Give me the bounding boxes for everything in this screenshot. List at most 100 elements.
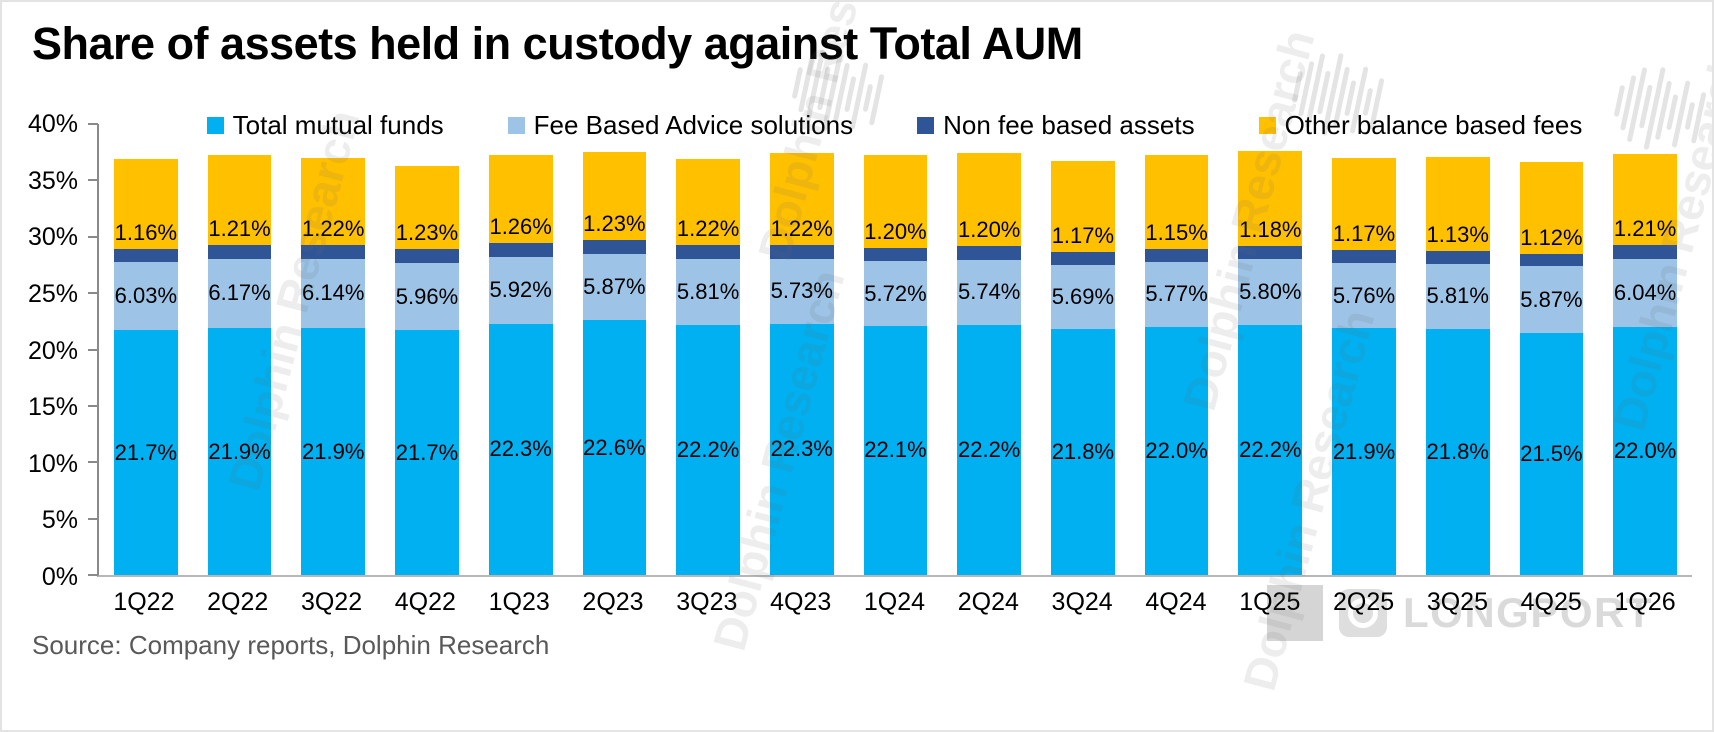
bar-value-label: 1.20% (864, 218, 927, 244)
bar-segment-total-mutual-funds (301, 328, 366, 575)
legend-item-total-mutual-funds: Total mutual funds (206, 110, 444, 141)
legend-item-fee-based-advice-solutions: Fee Based Advice solutions (507, 110, 853, 141)
legend-item-other-balance-based-fees: Other balance based fees (1258, 110, 1583, 141)
legend: Total mutual funds Fee Based Advice solut… (97, 110, 1692, 141)
bar-column: 21.5% 5.87% 1.12% (1505, 124, 1599, 575)
bar-value-label: 5.74% (957, 279, 1021, 305)
bar-value-label: 21.9% (1332, 438, 1396, 464)
bar-value-label: 21.5% (1520, 440, 1583, 466)
bar-segment-non-fee-based-assets (1613, 245, 1677, 259)
bar-column: 21.7% 6.03% 1.16% (99, 124, 193, 575)
bar-segment-other-balance-based-fees (1051, 160, 1115, 252)
bar-segment-fee-based-advice-solutions (395, 263, 459, 331)
bar-segment-total-mutual-funds (582, 320, 647, 575)
bar-segment-total-mutual-funds (488, 323, 553, 575)
bar-value-label: 22.6% (583, 434, 646, 460)
bar-value-label: 1.22% (676, 216, 740, 242)
bar-segment-fee-based-advice-solutions (863, 261, 928, 326)
legend-label: Other balance based fees (1284, 110, 1583, 140)
bar-value-label: 1.22% (770, 216, 833, 242)
bar-segment-other-balance-based-fees (676, 158, 740, 246)
bar-segment-other-balance-based-fees (207, 154, 272, 245)
bar-value-label: 5.81% (676, 278, 740, 304)
y-axis-tick (88, 517, 98, 520)
y-tick-label: 15% (27, 393, 78, 422)
y-axis-tick (88, 292, 98, 295)
y-tick-label: 5% (41, 506, 78, 535)
brand-square-logo (1267, 585, 1323, 641)
legend-swatch (507, 117, 525, 134)
x-tick-label: 4Q23 (770, 588, 832, 616)
y-tick-label: 30% (27, 223, 78, 252)
bar-value-label: 1.18% (1239, 217, 1302, 242)
bar-segment-non-fee-based-assets (957, 246, 1022, 260)
bar-column: 22.2% 5.81% 1.22% (661, 124, 755, 575)
bar-segment-fee-based-advice-solutions (1425, 263, 1490, 330)
bar-segment-non-fee-based-assets (676, 245, 740, 260)
bar-segment-fee-based-advice-solutions (488, 256, 553, 324)
bar-column: 22.2% 5.80% 1.18% (1223, 124, 1317, 575)
bar-column: 21.7% 5.96% 1.23% (380, 124, 474, 575)
bar-segment-fee-based-advice-solutions (1051, 265, 1115, 330)
bar-segment-non-fee-based-assets (1144, 248, 1209, 262)
bar-value-label: 1.23% (583, 211, 646, 237)
bar-segment-other-balance-based-fees (1238, 151, 1303, 246)
bar-value-label: 22.2% (957, 436, 1021, 462)
bar-segment-other-balance-based-fees (395, 165, 459, 250)
x-tick-label: 3Q22 (300, 588, 363, 616)
bar-column: 22.2% 5.74% 1.20% (942, 124, 1036, 575)
bar-column: 21.8% 5.69% 1.17% (1036, 124, 1130, 575)
bar-value-label: 6.04% (1613, 279, 1677, 305)
bar-value-label: 1.21% (208, 215, 271, 241)
bar-segment-non-fee-based-assets (207, 244, 272, 259)
bar-value-label: 6.03% (114, 283, 178, 309)
bar-segment-other-balance-based-fees (113, 159, 178, 250)
bar-value-label: 21.8% (1051, 439, 1115, 465)
y-axis-tick (88, 123, 98, 125)
bar-value-label: 1.15% (1145, 219, 1208, 245)
bar-segment-total-mutual-funds (1238, 324, 1303, 575)
x-tick-label: 1Q23 (488, 588, 550, 616)
bar-segment-fee-based-advice-solutions (1332, 263, 1396, 329)
bar-value-label: 1.26% (489, 213, 552, 239)
y-axis-tick (88, 574, 98, 576)
bar-segment-total-mutual-funds (676, 324, 740, 575)
bar-segment-total-mutual-funds (1051, 329, 1115, 575)
bar-column: 21.8% 5.81% 1.13% (1411, 124, 1505, 575)
bar-segment-non-fee-based-assets (1425, 250, 1490, 264)
bar-segment-total-mutual-funds (863, 325, 928, 575)
brand-mark: LONGPORT (1267, 585, 1653, 641)
bar-value-label: 22.0% (1145, 437, 1208, 463)
bar-value-label: 5.72% (864, 280, 927, 306)
bar-segment-total-mutual-funds (769, 323, 834, 575)
y-axis-tick (88, 404, 98, 407)
x-tick-label: 2Q25 (1333, 588, 1395, 616)
x-tick-label: 2Q24 (957, 588, 1019, 616)
x-tick-label: 2Q22 (207, 588, 269, 616)
y-axis-tick (88, 348, 98, 351)
bar-segment-non-fee-based-assets (1332, 249, 1396, 264)
bar-segment-other-balance-based-fees (957, 152, 1022, 247)
legend-swatch (917, 117, 935, 134)
y-tick-label: 35% (27, 166, 78, 195)
bar-value-label: 5.92% (489, 277, 552, 303)
bar-segment-non-fee-based-assets (769, 245, 834, 259)
bar-value-label: 22.0% (1613, 437, 1677, 463)
bar-column: 22.0% 6.04% 1.21% (1598, 124, 1692, 575)
bar-segment-fee-based-advice-solutions (769, 258, 834, 324)
source-attribution: Source: Company reports, Dolphin Researc… (32, 630, 550, 660)
bar-segment-total-mutual-funds (113, 330, 178, 575)
bar-segment-non-fee-based-assets (113, 249, 178, 263)
bar-segment-total-mutual-funds (1144, 326, 1209, 575)
bar-value-label: 1.21% (1613, 216, 1677, 242)
bar-segment-other-balance-based-fees (1519, 162, 1584, 254)
bar-value-label: 1.23% (395, 220, 459, 246)
bar-segment-fee-based-advice-solutions (957, 260, 1022, 325)
bar-value-label: 6.17% (208, 280, 271, 306)
bar-segment-other-balance-based-fees (1332, 157, 1396, 250)
bar-value-label: 5.96% (395, 283, 459, 309)
y-axis-tick (88, 179, 98, 182)
bar-segment-fee-based-advice-solutions (207, 258, 272, 329)
bar-segment-non-fee-based-assets (863, 247, 928, 262)
bar-segment-fee-based-advice-solutions (1144, 261, 1209, 327)
